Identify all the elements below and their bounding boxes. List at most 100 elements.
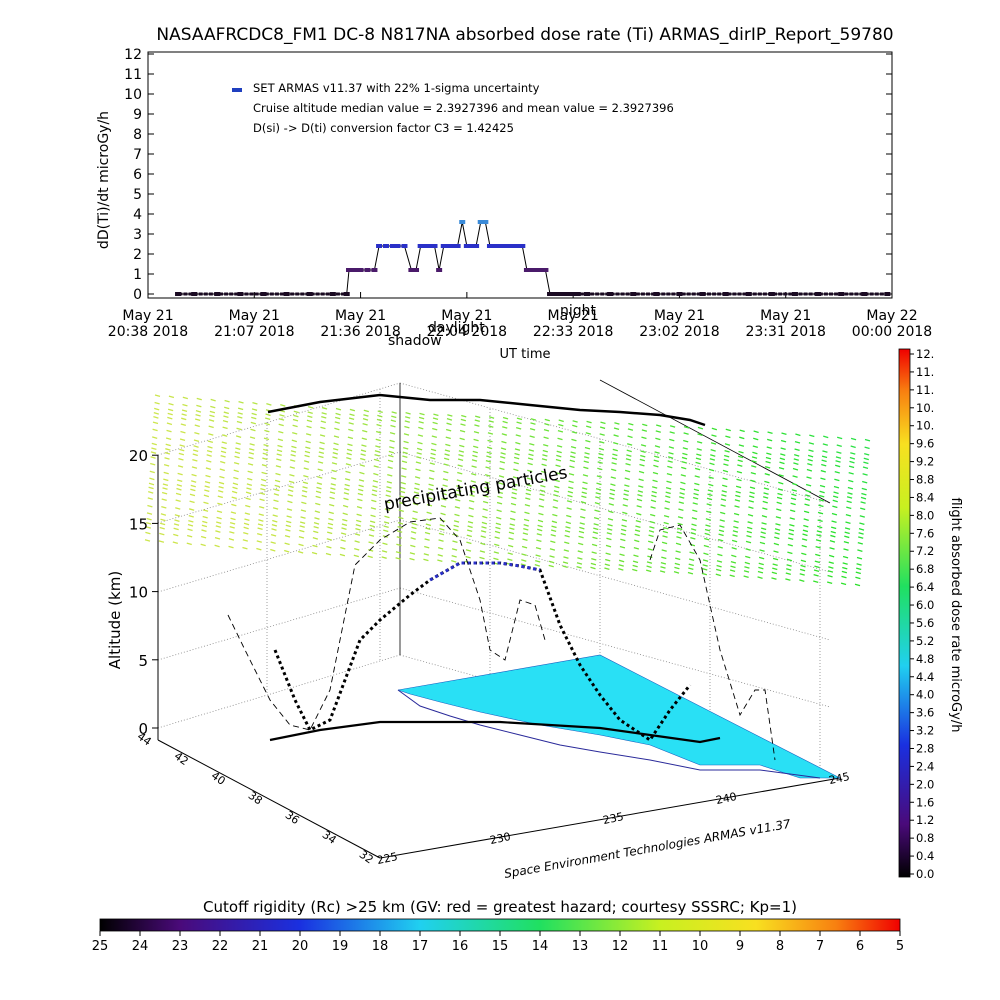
credit-text: Space Environment Technologies ARMAS v11… (503, 817, 792, 881)
surface-dash (416, 456, 422, 459)
surface-dash (220, 450, 227, 454)
surface-dash (292, 424, 298, 428)
surface-dash (846, 500, 852, 504)
surface-dash (410, 544, 416, 548)
surface-dash (543, 443, 549, 447)
surface-dash (766, 452, 772, 456)
surface-dash (326, 538, 332, 541)
surface-dash (718, 529, 725, 533)
surface-dash (566, 507, 572, 510)
surface-dash (622, 504, 628, 507)
surface-dash (605, 552, 611, 556)
surface-dash (273, 499, 279, 503)
surface-dash (542, 449, 548, 453)
surface-dash (182, 396, 189, 400)
surface-dash (219, 468, 225, 472)
surface-dash (293, 414, 299, 418)
data-point (556, 292, 563, 296)
surface-dash (411, 526, 417, 530)
surface-dash (647, 548, 653, 551)
surface-dash (655, 430, 661, 433)
surface-dash (417, 441, 423, 445)
surface-dash (348, 428, 354, 432)
surface-dash (335, 416, 341, 420)
baseline-point (224, 292, 229, 296)
data-point (519, 244, 526, 248)
surface-dash (572, 420, 578, 423)
surface-dash (514, 452, 520, 456)
data-point (491, 244, 498, 248)
surface-dash (290, 459, 296, 462)
surface-dash (389, 432, 396, 435)
surface-dash (511, 496, 517, 500)
surface-dash (753, 437, 759, 441)
data-point (422, 244, 429, 248)
surface-dash (665, 495, 671, 499)
surface-dash (205, 467, 212, 470)
baseline-point (752, 292, 757, 296)
baseline-point (803, 292, 808, 296)
lat-tick-label: 32 (357, 848, 376, 867)
surface-dash (177, 479, 183, 482)
surface-dash (229, 531, 235, 534)
surface-dash (652, 486, 658, 489)
surface-dash (808, 442, 815, 445)
surface-dash (828, 554, 835, 558)
baseline-point (569, 292, 574, 296)
surface-dash (590, 566, 596, 570)
surface-dash (345, 470, 351, 474)
surface-dash (716, 564, 722, 568)
data-point (426, 244, 433, 248)
surface-dash (787, 543, 793, 547)
surface-dash (744, 566, 750, 569)
surface-dash (569, 465, 575, 469)
surface-dash (819, 494, 825, 498)
surface-dash (363, 409, 369, 413)
surface-dash (833, 491, 839, 495)
surface-dash (652, 471, 659, 475)
surface-dash (860, 496, 867, 500)
surface-dash (284, 534, 291, 538)
surface-dash (680, 481, 686, 485)
surface-dash (424, 545, 430, 549)
surface-dash (349, 408, 356, 412)
y-tick-label: 4 (133, 207, 142, 223)
surface-dash (794, 441, 801, 444)
baseline-point (219, 292, 224, 296)
surface-dash (203, 494, 210, 498)
baseline-point (823, 292, 828, 296)
baseline-point (341, 292, 346, 296)
surface-dash (415, 468, 421, 472)
surface-dash (708, 476, 714, 479)
baseline-point (808, 292, 813, 296)
surface-dash (321, 416, 327, 419)
surface-dash (278, 423, 284, 427)
surface-dash (249, 443, 255, 446)
surface-dash (807, 463, 813, 466)
surface-dash (443, 463, 449, 466)
surface-dash (194, 418, 201, 422)
dose-colorbar-tick-label: 6.8 (916, 562, 934, 576)
surface-dash (472, 454, 478, 458)
surface-dash (706, 510, 712, 514)
surface-dash (523, 518, 530, 522)
surface-dash (693, 492, 699, 496)
surface-dash (556, 450, 562, 454)
surface-dash (193, 439, 200, 443)
surface-dash (694, 475, 700, 478)
dose-colorbar: 0.00.40.81.21.62.02.42.83.23.64.04.44.85… (898, 347, 963, 881)
x-tick-time: 20:38 2018 (108, 324, 188, 340)
surface-dash (638, 470, 645, 474)
dose-colorbar-tick-label: 11. (916, 383, 934, 397)
surface-dash (496, 516, 502, 520)
surface-dash (276, 453, 282, 456)
surface-dash (570, 455, 576, 459)
surface-dash (604, 567, 610, 571)
surface-dash (718, 533, 724, 537)
surface-dash (792, 467, 799, 471)
surface-dash (654, 455, 660, 459)
dose-colorbar-tick-label: 1.6 (916, 795, 934, 809)
surface-dash (510, 510, 516, 514)
baseline-point (635, 292, 640, 296)
